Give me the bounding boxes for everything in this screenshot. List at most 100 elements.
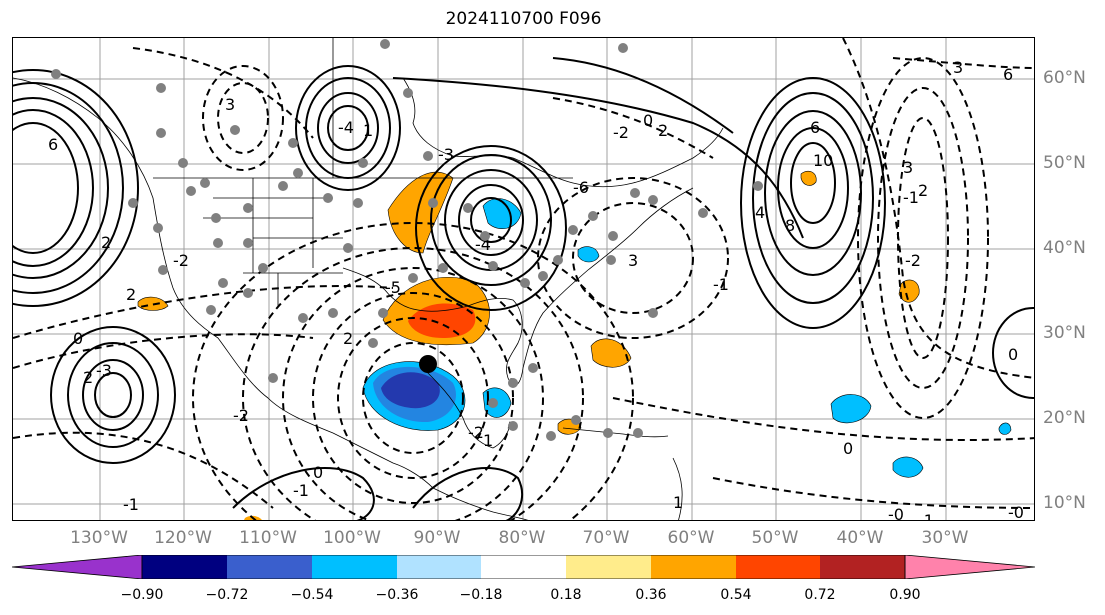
- solid-contours: [13, 57, 1034, 520]
- contour-label: 2: [658, 121, 668, 140]
- contour-label: -1: [713, 275, 729, 294]
- contour-label: -6: [573, 178, 589, 197]
- lon-label: 90°W: [413, 528, 461, 548]
- colorbar-tick: −0.54: [290, 587, 334, 603]
- blue-region-atlantic-east: [830, 394, 872, 424]
- lon-label: 60°W: [667, 528, 715, 548]
- lat-label: 60°N: [1043, 68, 1086, 88]
- blue-region-atlantic-coast: [577, 246, 600, 263]
- contour-label: 2: [918, 181, 928, 200]
- contour-label: 6: [810, 118, 820, 137]
- lon-label: 130°W: [70, 528, 128, 548]
- contour-label: 1: [363, 121, 373, 140]
- contour-label: 2: [101, 233, 111, 252]
- contour-label: -1: [903, 188, 919, 207]
- contour-label: 8: [785, 216, 795, 235]
- contour-label: 0: [843, 439, 853, 458]
- map-title: 2024110700 F096: [445, 9, 602, 29]
- contour-label: -2: [468, 423, 484, 442]
- lon-label: 100°W: [323, 528, 381, 548]
- contour-label: 1: [673, 493, 683, 512]
- contour-label: -2: [905, 251, 921, 270]
- contour-label: 3: [953, 58, 963, 77]
- contour-label: 1: [483, 431, 493, 450]
- lon-label: 30°W: [921, 528, 969, 548]
- map-canvas: 6 2 -2 2 3 0 1 -4 -6 -2 -3 -5 2 3 2 -1 0…: [13, 38, 1034, 521]
- lon-label: 110°W: [239, 528, 297, 548]
- lat-label: 40°N: [1043, 238, 1086, 258]
- orange-region-atlantic-3: [898, 279, 920, 303]
- colorbar-min-extend: [12, 555, 143, 579]
- contour-label: 10: [813, 151, 833, 170]
- contour-label: 0: [1008, 345, 1018, 364]
- contour-label: 0: [73, 329, 83, 348]
- contour-label: 6: [48, 135, 58, 154]
- blue-region-atlantic-south: [892, 456, 924, 478]
- lon-label: 50°W: [751, 528, 799, 548]
- red-region-gulf-coast: [408, 303, 476, 338]
- lat-label: 20°N: [1043, 408, 1086, 428]
- map-panel: 6 2 -2 2 3 0 1 -4 -6 -2 -3 -5 2 3 2 -1 0…: [12, 37, 1035, 521]
- colorbar-bin: [651, 555, 736, 579]
- graticule: [13, 38, 1034, 520]
- contour-label: -0: [888, 505, 904, 521]
- contour-label: -3: [438, 145, 454, 164]
- orange-region-atlantic-2: [800, 170, 817, 186]
- contour-label: 6: [1003, 65, 1013, 84]
- colorbar-bin: [227, 555, 312, 579]
- blue-region-atlantic-far-east: [998, 422, 1012, 435]
- contour-label: -4: [338, 118, 354, 137]
- colorbar-tick: −0.36: [375, 587, 419, 603]
- contour-label: 3: [903, 158, 913, 177]
- colorbar-bin: [481, 555, 566, 579]
- colorbar-bin: [142, 555, 227, 579]
- colorbar-max-extend: [904, 555, 1035, 579]
- contour-label: 4: [755, 203, 765, 222]
- colorbar-tick: 0.90: [889, 587, 921, 603]
- contour-label: -0: [1008, 503, 1024, 521]
- colorbar-tick: 0.36: [635, 587, 667, 603]
- contour-label: 2: [126, 285, 136, 304]
- contour-label: -2: [233, 406, 249, 425]
- colorbar-tick: −0.90: [120, 587, 164, 603]
- contour-label: -2: [173, 251, 189, 270]
- colorbar-bin: [397, 555, 481, 579]
- colorbar-tick: −0.18: [459, 587, 503, 603]
- colorbar-bin: [566, 555, 651, 579]
- contour-label: 2: [343, 329, 353, 348]
- colorbar-tick: −0.72: [205, 587, 249, 603]
- colorbar-tick: 0.54: [720, 587, 752, 603]
- contour-label: -1: [293, 481, 309, 500]
- colorbar-bin: [820, 555, 905, 579]
- colorbar-bin: [736, 555, 820, 579]
- contour-label: 0: [313, 463, 323, 482]
- contour-label: -1: [123, 495, 139, 514]
- coastlines: [13, 38, 724, 520]
- storm-center-marker: [419, 355, 437, 373]
- contour-label: -5: [385, 278, 401, 297]
- orange-region-atlantic-1: [590, 338, 632, 368]
- lat-label: 50°N: [1043, 153, 1086, 173]
- lon-label: 70°W: [582, 528, 630, 548]
- colorbar: [12, 555, 1035, 579]
- contour-label: 0: [643, 111, 653, 130]
- lat-label: 10°N: [1043, 493, 1086, 513]
- lat-label: 30°N: [1043, 323, 1086, 343]
- orange-region-central-us: [387, 171, 454, 254]
- lon-label: 40°W: [836, 528, 884, 548]
- contour-label: -3: [96, 361, 112, 380]
- contour-label: -2: [613, 123, 629, 142]
- colorbar-tick: 0.18: [550, 587, 582, 603]
- contour-label: 2: [83, 368, 93, 387]
- contour-label: -1: [918, 511, 934, 521]
- blue-region-great-lakes: [482, 198, 522, 230]
- lon-label: 120°W: [154, 528, 212, 548]
- dashed-contours: [13, 38, 1034, 520]
- station-dots: [51, 39, 763, 441]
- contour-label: 3: [628, 251, 638, 270]
- contour-label: 3: [225, 95, 235, 114]
- contour-labels: 6 2 -2 2 3 0 1 -4 -6 -2 -3 -5 2 3 2 -1 0…: [48, 58, 1024, 521]
- colorbar-tick: 0.72: [804, 587, 836, 603]
- lon-label: 80°W: [498, 528, 546, 548]
- colorbar-bin: [312, 555, 397, 579]
